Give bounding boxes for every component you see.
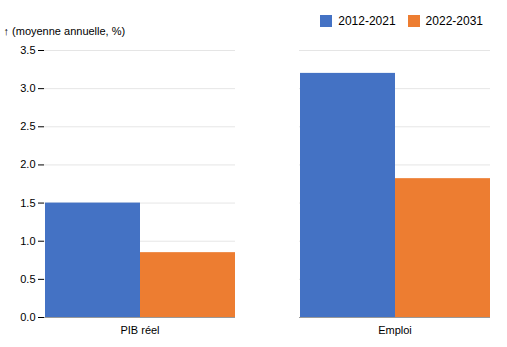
svg-text:2.5: 2.5	[20, 120, 35, 132]
html-text:2022-2031: 2022-2031	[425, 13, 483, 28]
svg-text:0.0: 0.0	[20, 311, 35, 323]
svg-text:Emploi: Emploi	[378, 324, 412, 336]
html-text:2012-2021: 2012-2021	[338, 13, 396, 28]
svg-text:PIB réel: PIB réel	[120, 324, 159, 336]
svg-text:0.5: 0.5	[20, 273, 35, 285]
svg-text:1.0: 1.0	[20, 235, 35, 247]
svg-text:1.5: 1.5	[20, 197, 35, 209]
svg-text:2.0: 2.0	[20, 158, 35, 170]
svg-text:3.0: 3.0	[20, 82, 35, 94]
svg-text:↑ (moyenne annuelle, %): ↑ (moyenne annuelle, %)	[4, 25, 126, 37]
svg-text:3.5: 3.5	[20, 44, 35, 56]
